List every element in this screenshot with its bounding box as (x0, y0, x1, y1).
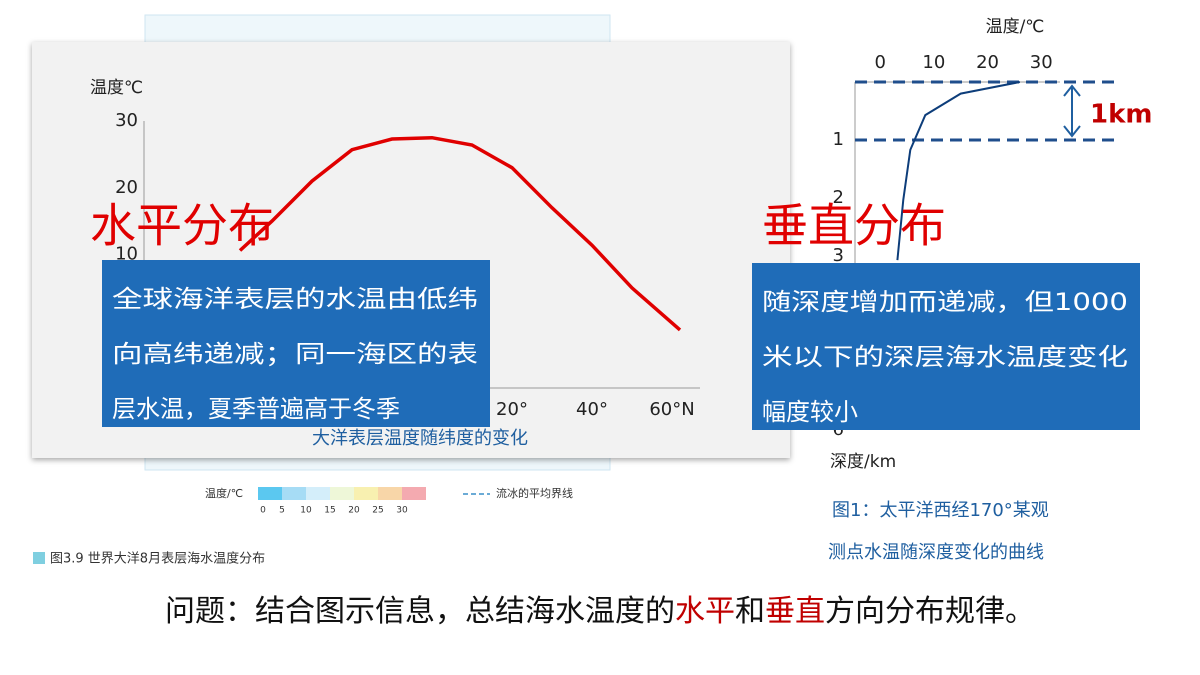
x-tick-label: 20° (496, 399, 528, 420)
legend-swatch (330, 487, 354, 500)
legend-swatch (354, 487, 378, 500)
arrow (1063, 84, 1081, 138)
question-part: 方向分布规律。 (825, 594, 1035, 629)
chart-caption: 图1：太平洋西经170°某观 (832, 500, 1049, 521)
line-series (238, 135, 682, 332)
text-box (752, 263, 1140, 430)
legend-title: 温度/℃ (205, 486, 243, 500)
question: 问题：结合图示信息，总结海水温度的水平和垂直方向分布规律。 (165, 594, 1035, 629)
chart-caption: 大洋表层温度随纬度的变化 (312, 428, 528, 449)
legend-tick: 0 (260, 506, 266, 516)
legend-swatch (282, 487, 306, 500)
legend-tick: 10 (300, 506, 312, 516)
y-tick-label: 2 (833, 187, 844, 208)
legend-swatch (258, 487, 282, 500)
box-line: 幅度较小 (762, 398, 858, 426)
legend-line-label: 流冰的平均界线 (496, 486, 573, 500)
x-tick-label: 20 (976, 52, 999, 73)
x-tick-label: 40° (576, 399, 608, 420)
question-part: 问题：结合图示信息，总结海水温度的 (165, 594, 675, 629)
y-tick-label: 20 (115, 177, 138, 198)
question-part: 垂直 (765, 594, 825, 629)
x-tick-label: 60°N (649, 399, 694, 420)
box-line: 米以下的深层海水温度变化 (762, 343, 1128, 371)
chart-caption: 测点水温随深度变化的曲线 (828, 542, 1044, 563)
x-axis-label: 温度/℃ (986, 17, 1045, 37)
y-tick-label: 1 (833, 129, 844, 150)
box-line: 层水温，夏季普遍高于冬季 (112, 395, 400, 423)
box-line: 向高纬递减；同一海区的表 (112, 340, 478, 368)
legend-tick: 15 (324, 506, 335, 516)
heading: 垂直分布 (762, 199, 946, 253)
x-tick-label: 0 (874, 52, 885, 73)
annotation: 1km (1090, 100, 1152, 130)
legend-swatch (378, 487, 402, 500)
box-line: 随深度增加而递减，但1000 (762, 288, 1128, 316)
question-part: 水平 (675, 594, 735, 629)
legend-swatch (402, 487, 426, 500)
legend-tick: 30 (396, 506, 408, 516)
x-tick-label: 10 (922, 52, 945, 73)
legend-tick: 5 (279, 506, 285, 516)
heading: 水平分布 (90, 199, 274, 253)
map-caption: 图3.9 世界大洋8月表层海水温度分布 (50, 551, 265, 567)
line-series (896, 81, 1020, 261)
y-tick-label: 3 (833, 245, 844, 266)
legend-tick: 20 (348, 506, 360, 516)
legend-swatch (306, 487, 330, 500)
y-tick-label: 10 (115, 244, 138, 265)
question-part: 和 (735, 594, 765, 629)
box-line: 全球海洋表层的水温由低纬 (112, 285, 478, 313)
y-axis-label: 温度℃ (90, 78, 143, 98)
caption-icon (33, 552, 45, 564)
x-tick-label: 30 (1030, 52, 1053, 73)
legend-tick: 25 (372, 506, 383, 516)
y-axis-label: 深度/km (830, 452, 896, 472)
text-box (102, 260, 490, 427)
y-tick-label: 30 (115, 110, 138, 131)
